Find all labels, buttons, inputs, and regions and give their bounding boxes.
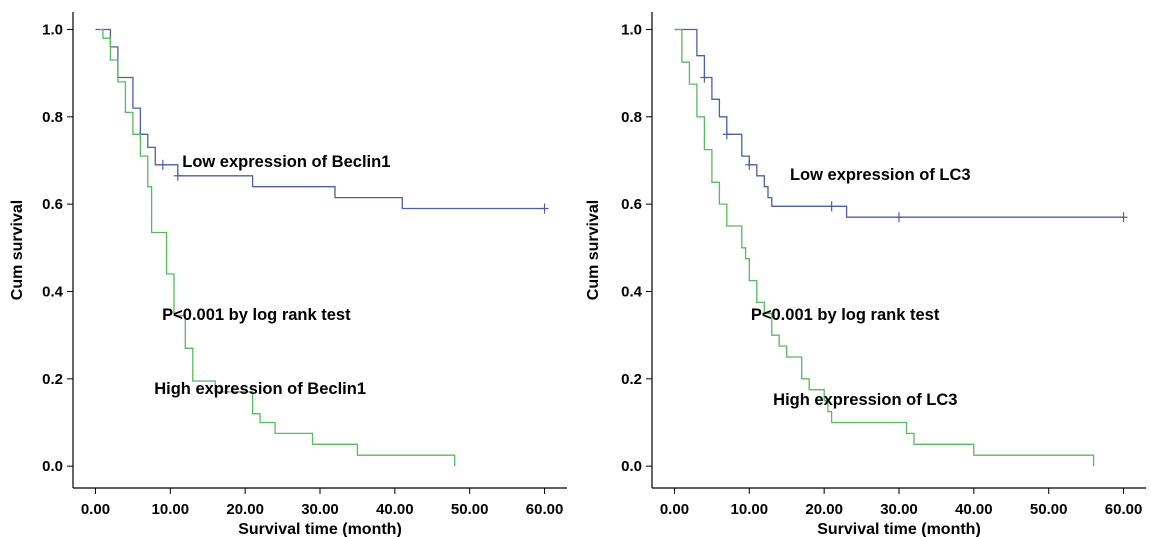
beclin1-x-tick-label: 40.00 (376, 501, 414, 518)
beclin1-x-tick-label: 60.00 (526, 501, 564, 518)
lc3-x-tick-label: 60.00 (1105, 501, 1143, 518)
beclin1-low-expression-label: Low expression of Beclin1 (182, 153, 390, 171)
beclin1-low-expression-curve (95, 28, 545, 210)
beclin1-x-tick-label: 10.00 (152, 501, 190, 518)
lc3-y-tick-label: 0.8 (621, 109, 642, 126)
lc3-x-tick-label: 20.00 (805, 501, 843, 518)
lc3-y-axis-title: Cum survival (585, 200, 602, 300)
beclin1-y-tick-label: 1.0 (42, 21, 63, 38)
beclin1-x-axis-title: Survival time (month) (238, 521, 402, 537)
left-survival-chart-panel: 0.0 0.2 0.4 0.6 0.8 1.0 0.00 10.00 20.00 30.00 40.… (0, 0, 575, 537)
lc3-y-tick-label: 0.0 (621, 458, 642, 475)
beclin1-y-tick-label: 0.4 (42, 283, 64, 300)
lc3-x-tick-label: 40.00 (955, 501, 993, 518)
beclin1-high-expression-curve (99, 28, 456, 467)
lc3-high-expression-label: High expression of LC3 (773, 391, 957, 409)
beclin1-y-axis-title: Cum survival (9, 200, 26, 300)
beclin1-high-expression-label: High expression of Beclin1 (154, 380, 366, 398)
lc3-y-tick-label: 0.2 (621, 371, 642, 388)
lc3-y-tick-label: 0.4 (621, 283, 643, 300)
beclin1-x-tick-label: 30.00 (301, 501, 339, 518)
lc3-x-tick-label: 0.00 (660, 501, 689, 518)
lc3-low-expression-label: Low expression of LC3 (790, 166, 971, 184)
lc3-p-value-label: P<0.001 by log rank test (751, 306, 940, 324)
beclin1-y-tick-label: 0.0 (42, 458, 63, 475)
beclin1-survival-chart: 0.0 0.2 0.4 0.6 0.8 1.0 0.00 10.00 20.00 30.00 40.… (9, 12, 567, 537)
lc3-y-tick-label: 0.6 (621, 196, 642, 213)
beclin1-y-tick-label: 0.2 (42, 371, 63, 388)
right-survival-chart-panel: 0.0 0.2 0.4 0.6 0.8 1.0 0.00 10.00 20.00 30.00 40.… (576, 0, 1151, 537)
beclin1-x-tick-label: 20.00 (226, 501, 264, 518)
beclin1-y-tick-label: 0.6 (42, 196, 63, 213)
lc3-high-expression-curve (674, 28, 1095, 467)
lc3-x-axis-title: Survival time (month) (817, 521, 981, 537)
beclin1-x-tick-label: 0.00 (81, 501, 110, 518)
beclin1-x-tick-label: 50.00 (451, 501, 489, 518)
lc3-x-tick-label: 50.00 (1030, 501, 1068, 518)
lc3-low-expression-curve (674, 28, 1124, 218)
beclin1-y-tick-label: 0.8 (42, 109, 63, 126)
lc3-survival-chart: 0.0 0.2 0.4 0.6 0.8 1.0 0.00 10.00 20.00 30.00 40.… (585, 12, 1146, 537)
lc3-y-tick-label: 1.0 (621, 21, 642, 38)
lc3-x-tick-label: 10.00 (731, 501, 769, 518)
beclin1-p-value-label: P<0.001 by log rank test (162, 306, 351, 324)
lc3-x-tick-label: 30.00 (880, 501, 918, 518)
